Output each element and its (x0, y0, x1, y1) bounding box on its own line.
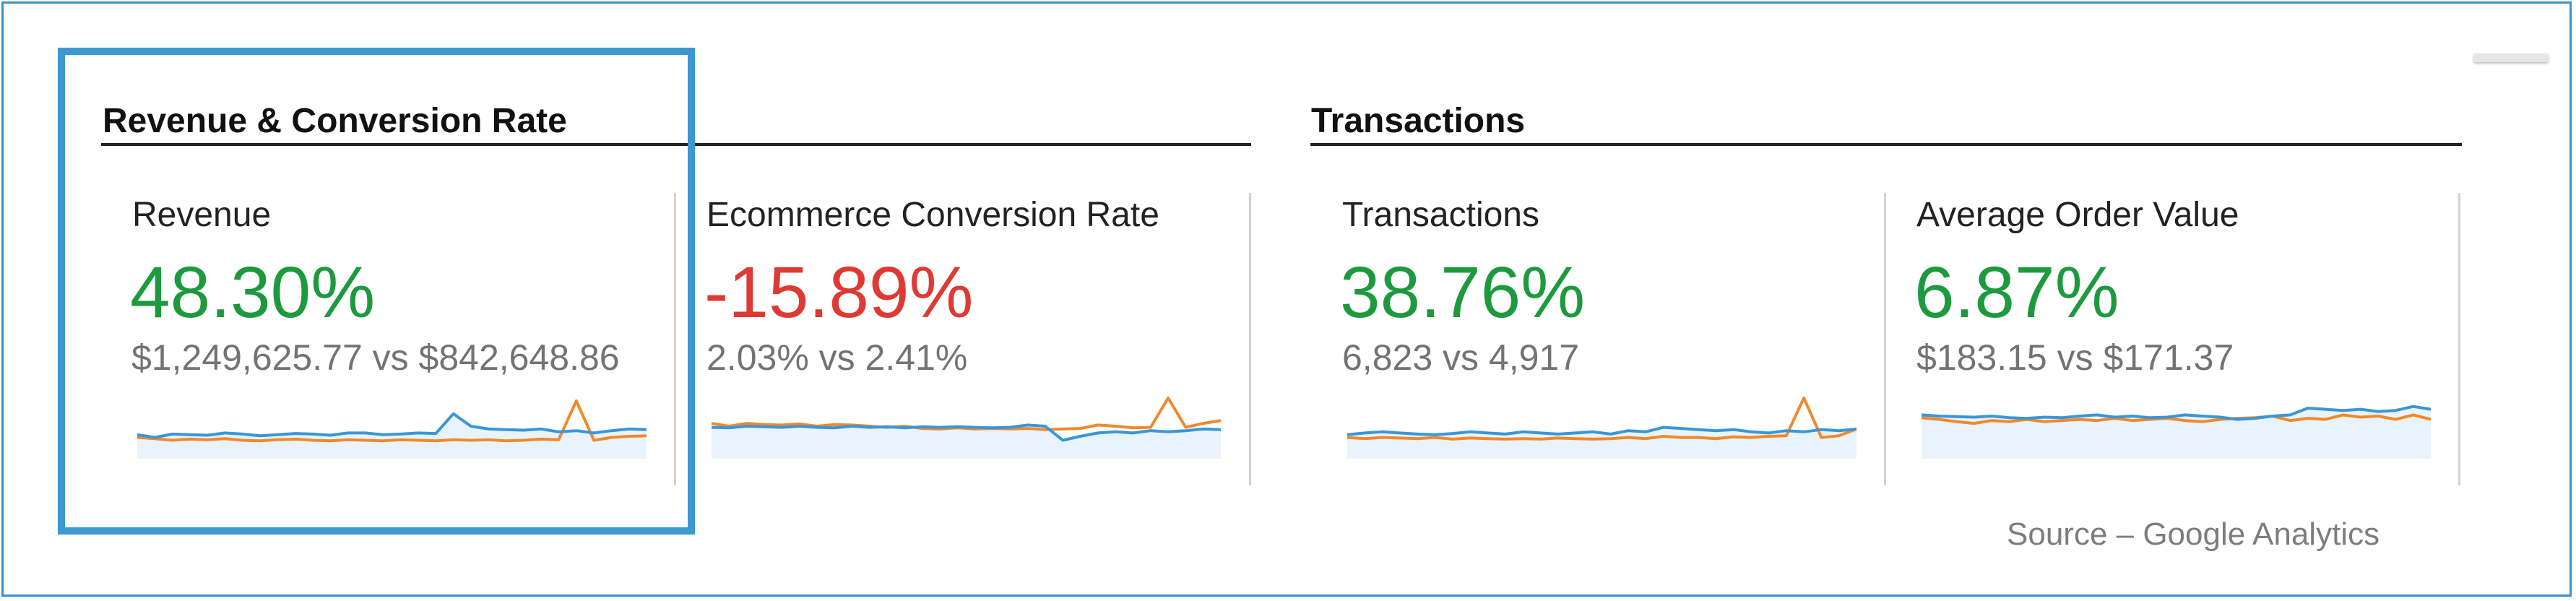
corner-tab (2473, 53, 2549, 62)
sparkline-previous-series (137, 399, 647, 443)
average-order-value-sparkline (1922, 405, 2431, 459)
sparkline-current-series (137, 412, 647, 439)
sparkline-current-series (1347, 425, 1857, 436)
metric-change: 38.76% (1340, 252, 1586, 333)
sparkline-area (712, 425, 1221, 459)
source-caption: Source – Google Analytics (2007, 516, 2380, 552)
divider (1249, 193, 1251, 485)
transactions-sparkline (1347, 397, 1857, 459)
metric-label: Transactions (1342, 196, 1539, 234)
metric-change: 6.87% (1914, 252, 2119, 333)
conversion-rate-sparkline (712, 397, 1221, 459)
metric-comparison: 2.03% vs 2.41% (706, 337, 968, 378)
metric-comparison: $183.15 vs $171.37 (1916, 337, 2234, 378)
revenue-sparkline (137, 399, 647, 459)
divider (2458, 193, 2460, 485)
sparkline-area (1922, 406, 2431, 459)
sparkline-current-series (712, 423, 1221, 442)
metric-comparison: $1,249,625.77 vs $842,648.86 (131, 337, 620, 378)
section-rule-transactions (1310, 143, 2462, 146)
metric-label: Ecommerce Conversion Rate (706, 196, 1159, 234)
sparkline-current-series (1922, 405, 2431, 421)
sparkline-previous-series (1922, 413, 2431, 425)
metric-label: Revenue (132, 196, 272, 234)
metric-change: 48.30% (130, 252, 376, 333)
metric-comparison: 6,823 vs 4,917 (1342, 337, 1580, 378)
sparkline-area (137, 413, 647, 459)
sparkline-area (1347, 427, 1857, 459)
divider (1884, 193, 1886, 485)
section-title-revenue-conversion: Revenue & Conversion Rate (103, 102, 567, 140)
metric-label: Average Order Value (1916, 196, 2239, 234)
sparkline-previous-series (712, 397, 1221, 431)
divider (674, 193, 676, 485)
sparkline-previous-series (1347, 397, 1857, 441)
metric-change: -15.89% (704, 252, 974, 333)
section-title-transactions: Transactions (1311, 102, 1526, 140)
section-rule-revenue (101, 143, 1251, 146)
